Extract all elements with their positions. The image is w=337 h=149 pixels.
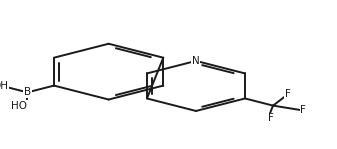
Text: B: B [24,87,31,97]
Text: F: F [300,105,306,115]
Text: OH: OH [0,81,9,91]
Text: HO: HO [11,101,27,111]
Text: N: N [192,56,200,66]
Text: F: F [268,113,274,123]
Text: F: F [285,89,290,100]
